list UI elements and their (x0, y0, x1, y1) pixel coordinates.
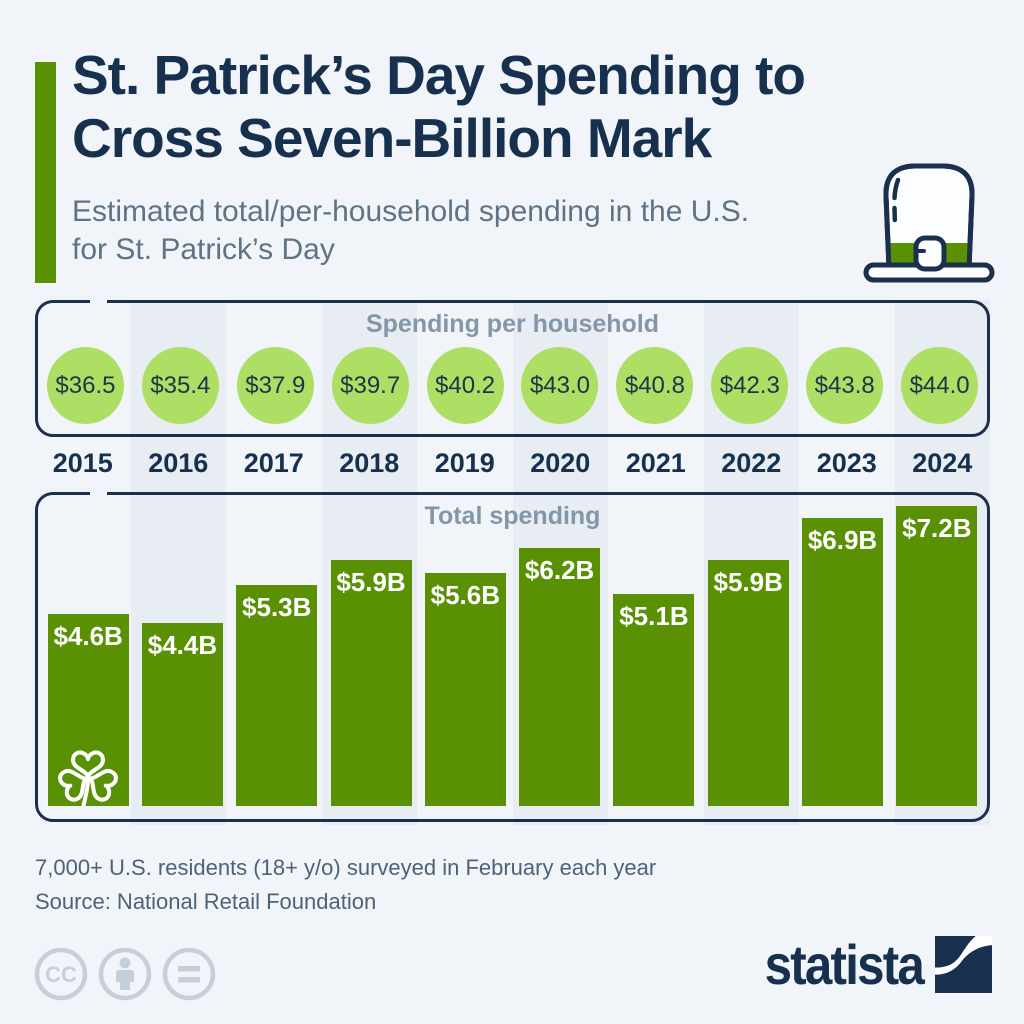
household-panel-title: Spending per household (365, 310, 660, 338)
bar-value-label: $5.1B (619, 601, 689, 631)
total-spending-bar: $5.3B (236, 585, 318, 806)
top-hat-icon (863, 163, 995, 283)
total-bars-row: $4.6B $4.4B $5.3B $5.9B $5.6B $6.2B $5.1B $5.9… (41, 495, 984, 806)
total-spending-bar: $7.2B (896, 506, 978, 806)
total-bar-column: $4.6B (41, 614, 135, 806)
year-label: 2024 (912, 448, 973, 478)
year-axis: 2015 2016 2017 2018 2019 2020 2021 2022 2023 2024 (35, 448, 990, 479)
household-value-circle: $42.3 (711, 347, 789, 424)
total-bar-column: $6.9B (795, 518, 889, 806)
year-label: 2016 (148, 448, 209, 478)
bar-value-label: $5.3B (242, 592, 312, 622)
bar-value-label: $4.6B (53, 621, 123, 651)
shamrock-icon (58, 750, 119, 806)
survey-note: 7,000+ U.S. residents (18+ y/o) surveyed… (35, 855, 657, 880)
total-spending-bar: $6.2B (519, 548, 601, 806)
cc-equal-icon (162, 947, 216, 1001)
svg-text:CC: CC (45, 962, 77, 987)
year-label: 2023 (816, 448, 877, 478)
household-value-circle: $35.4 (141, 347, 219, 424)
license-icons: CC (34, 947, 216, 1001)
total-spending-bar: $5.9B (330, 560, 412, 806)
household-value-circle: $39.7 (331, 347, 409, 424)
household-circle-column: $40.8 (607, 347, 702, 424)
panel-border-notch (90, 300, 107, 303)
household-circle-column: $40.2 (418, 347, 513, 424)
statista-logo-mark (935, 936, 992, 993)
household-circles-row: $36.5 $35.4 $37.9 $39.7 $40.2 $43.0 $40.8 $42.3… (38, 347, 987, 424)
source-note: Source: National Retail Foundation (35, 889, 377, 914)
household-circle-column: $42.3 (702, 347, 797, 424)
total-spending-bar: $5.6B (424, 573, 506, 806)
household-value-circle: $43.8 (806, 347, 884, 424)
bar-value-label: $5.9B (336, 567, 406, 597)
total-panel-title: Total spending (424, 502, 601, 530)
total-bar-column: $5.9B (324, 560, 418, 806)
household-circle-column: $35.4 (133, 347, 228, 424)
household-circle-column: $43.0 (513, 347, 608, 424)
household-circle-column: $36.5 (38, 347, 133, 424)
statista-branding: statista (743, 936, 992, 993)
household-circle-column: $39.7 (323, 347, 418, 424)
year-label: 2019 (434, 448, 495, 478)
household-value-circle: $36.5 (46, 347, 124, 424)
statista-logo-text: statista (764, 932, 925, 996)
bar-value-label: $4.4B (147, 630, 218, 660)
total-spending-bar: $4.4B (141, 623, 223, 806)
household-circle-column: $44.0 (892, 347, 987, 424)
year-label: 2017 (243, 448, 304, 478)
year-label: 2021 (625, 448, 686, 478)
total-spending-panel: Total spending $4.6B $4.4B $5.3B $5.9B $5.6… (35, 492, 990, 822)
household-circle-column: $43.8 (797, 347, 892, 424)
household-value-circle: $40.2 (426, 347, 504, 424)
bar-value-label: $5.6B (430, 580, 501, 610)
household-value-circle: $40.8 (616, 347, 694, 424)
bar-value-label: $5.9B (713, 567, 783, 597)
chart-area: Spending per household $36.5 $35.4 $37.9 $3… (35, 300, 990, 825)
bar-value-label: $7.2B (902, 513, 972, 543)
bar-value-label: $6.9B (807, 525, 878, 555)
household-circle-column: $37.9 (228, 347, 323, 424)
total-bar-column: $6.2B (512, 548, 606, 806)
page-title: St. Patrick’s Day Spending to Cross Seve… (72, 44, 806, 169)
title-accent-bar (35, 62, 56, 283)
total-bar-column: $4.4B (135, 623, 229, 806)
bar-value-label: $6.2B (524, 555, 595, 585)
year-label: 2020 (530, 448, 591, 478)
total-bar-column: $5.9B (701, 560, 795, 806)
year-label: 2022 (721, 448, 782, 478)
total-bar-column: $7.2B (890, 506, 984, 806)
panel-border-notch (90, 492, 107, 495)
page-subtitle: Estimated total/per-household spending i… (72, 195, 750, 266)
total-bar-column: $5.3B (230, 585, 324, 806)
household-value-circle: $43.0 (521, 347, 599, 424)
cc-icon: CC (34, 947, 88, 1001)
year-label: 2015 (52, 448, 113, 478)
cc-attribution-icon (98, 947, 152, 1001)
year-label: 2018 (339, 448, 400, 478)
total-spending-bar: $4.6B (47, 614, 129, 806)
household-value-circle: $37.9 (236, 347, 314, 424)
total-spending-bar: $6.9B (802, 518, 884, 806)
total-spending-bar: $5.9B (707, 560, 789, 806)
total-spending-bar: $5.1B (613, 594, 695, 806)
household-value-circle: $44.0 (901, 347, 979, 424)
total-bar-column: $5.1B (607, 594, 701, 806)
total-bar-column: $5.6B (418, 573, 512, 806)
household-panel: Spending per household $36.5 $35.4 $37.9 $3… (35, 300, 990, 437)
